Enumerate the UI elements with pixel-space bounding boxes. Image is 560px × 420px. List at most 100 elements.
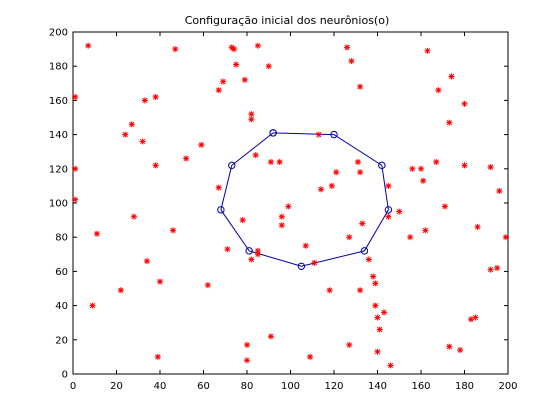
data-point-asterisk xyxy=(374,314,381,321)
data-point-asterisk xyxy=(474,223,481,230)
data-point-asterisk xyxy=(248,256,255,263)
data-point-asterisk xyxy=(370,273,377,280)
neuron-line xyxy=(220,132,389,267)
data-point-asterisk xyxy=(233,61,240,68)
y-tick-label: 40 xyxy=(55,301,68,312)
y-tick-label: 20 xyxy=(55,335,68,346)
data-point-asterisk xyxy=(72,196,79,203)
data-point-asterisk xyxy=(215,184,222,191)
y-tick-label: 200 xyxy=(49,28,68,39)
data-point-asterisk xyxy=(487,266,494,273)
neuron-marker xyxy=(360,247,369,255)
data-point-asterisk xyxy=(254,247,261,254)
data-point-asterisk xyxy=(89,302,96,309)
x-tick-label: 100 xyxy=(281,381,300,392)
data-point-asterisk xyxy=(141,97,148,104)
data-point-asterisk xyxy=(381,309,388,316)
neuron-marker xyxy=(269,129,277,137)
data-point-asterisk xyxy=(359,220,366,227)
data-point-asterisk xyxy=(254,42,261,49)
neuron-marker xyxy=(378,161,386,170)
data-point-asterisk xyxy=(157,278,163,285)
data-point-asterisk xyxy=(122,131,129,138)
data-point-asterisk xyxy=(365,256,372,263)
data-point-asterisk xyxy=(357,287,364,294)
data-point-asterisk xyxy=(244,341,250,348)
neuron-ring xyxy=(217,129,393,270)
data-point-asterisk xyxy=(183,155,190,162)
axis-ticks: 0 20 40 60 80 100 120 140 160 180 200 0 20 40 60 80 100 1… xyxy=(49,28,518,393)
data-point-asterisk xyxy=(204,282,211,289)
x-tick-label: 160 xyxy=(411,381,430,392)
data-point-asterisk xyxy=(265,63,272,70)
data-point-asterisk xyxy=(302,242,309,249)
data-points xyxy=(72,42,509,369)
data-point-asterisk xyxy=(224,246,231,253)
x-tick-label: 120 xyxy=(324,381,343,392)
data-point-asterisk xyxy=(215,87,222,94)
data-point-asterisk xyxy=(311,259,318,266)
data-point-asterisk xyxy=(328,182,335,189)
data-point-asterisk xyxy=(372,302,379,309)
x-tick-label: 80 xyxy=(241,381,254,392)
data-point-asterisk xyxy=(346,341,353,348)
data-point-asterisk xyxy=(344,44,351,51)
plot-area xyxy=(72,31,509,375)
neuron-marker xyxy=(245,247,253,255)
data-point-asterisk xyxy=(409,165,416,172)
data-point-asterisk xyxy=(354,158,361,165)
y-tick-label: 160 xyxy=(49,96,68,107)
y-tick-label: 80 xyxy=(55,233,68,244)
data-point-asterisk xyxy=(285,203,292,210)
chart-title: Configuração inicial dos neurônios(o) xyxy=(185,14,390,27)
y-tick-label: 60 xyxy=(55,267,68,278)
data-point-asterisk xyxy=(172,46,179,53)
data-point-asterisk xyxy=(72,165,79,172)
y-tick-label: 180 xyxy=(49,62,68,73)
data-point-asterisk xyxy=(198,141,205,148)
data-point-asterisk xyxy=(457,347,464,354)
data-point-asterisk xyxy=(496,188,503,195)
data-point-asterisk xyxy=(407,234,414,241)
data-point-asterisk xyxy=(372,280,379,287)
data-point-asterisk xyxy=(267,333,274,340)
x-tick-label: 0 xyxy=(70,381,76,392)
data-point-asterisk xyxy=(130,213,137,220)
data-point-asterisk xyxy=(252,152,259,159)
data-point-asterisk xyxy=(72,93,79,100)
data-point-asterisk xyxy=(230,46,237,53)
data-point-asterisk xyxy=(461,162,468,169)
data-point-asterisk xyxy=(278,213,285,220)
data-point-asterisk xyxy=(487,164,494,171)
data-point-asterisk xyxy=(93,230,100,237)
y-tick-label: 140 xyxy=(49,130,68,141)
neuron-marker xyxy=(217,206,225,214)
data-point-asterisk xyxy=(446,119,453,126)
data-point-asterisk xyxy=(220,78,227,85)
data-point-asterisk xyxy=(267,158,274,165)
data-point-asterisk xyxy=(152,162,159,169)
data-point-asterisk xyxy=(326,287,333,294)
data-point-asterisk xyxy=(357,169,364,176)
data-point-asterisk xyxy=(117,287,124,294)
data-point-asterisk xyxy=(170,227,177,234)
data-point-asterisk xyxy=(433,158,440,165)
data-point-asterisk xyxy=(422,227,429,234)
data-point-asterisk xyxy=(143,258,150,265)
data-point-asterisk xyxy=(346,234,353,241)
x-tick-label: 140 xyxy=(368,381,387,392)
data-point-asterisk xyxy=(448,73,455,80)
data-point-asterisk xyxy=(435,87,442,94)
data-point-asterisk xyxy=(446,343,453,350)
data-point-asterisk xyxy=(248,111,255,118)
data-point-asterisk xyxy=(376,326,383,333)
data-point-asterisk xyxy=(461,100,468,107)
data-point-asterisk xyxy=(239,217,246,224)
data-point-asterisk xyxy=(244,357,250,364)
data-point-asterisk xyxy=(387,362,394,369)
data-point-asterisk xyxy=(385,213,392,220)
data-point-asterisk xyxy=(418,165,424,172)
data-point-asterisk xyxy=(307,353,314,360)
x-tick-label: 20 xyxy=(110,381,123,392)
